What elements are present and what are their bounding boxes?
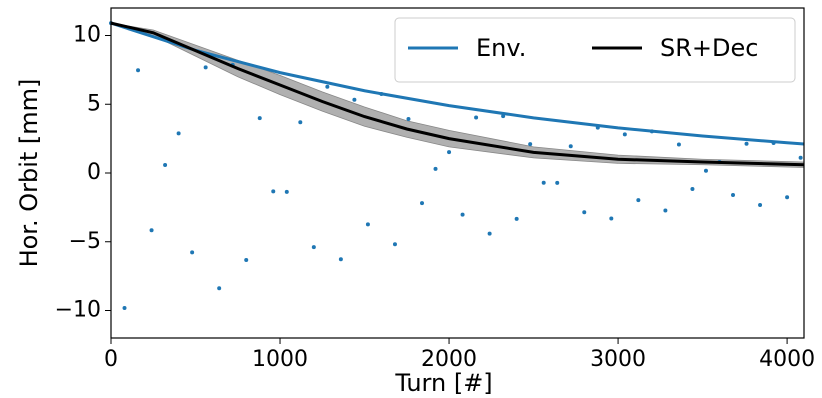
scatter-point	[352, 97, 357, 102]
scatter-point	[244, 258, 249, 263]
scatter-point	[284, 189, 289, 194]
scatter-point	[690, 186, 695, 191]
y-tick-label: 5	[87, 91, 101, 116]
scatter-point	[325, 84, 330, 89]
x-tick-label: 1000	[252, 347, 308, 372]
scatter-point	[365, 222, 370, 227]
x-tick-label: 3000	[590, 347, 646, 372]
y-tick-label: −10	[55, 298, 101, 323]
scatter-point	[528, 142, 533, 147]
scatter-point	[703, 168, 708, 173]
scatter-point	[271, 189, 276, 194]
scatter-point	[798, 155, 803, 160]
x-tick-label: 4000	[759, 347, 815, 372]
scatter-point	[636, 198, 641, 203]
scatter-point	[217, 286, 222, 291]
y-tick-label: 0	[87, 160, 101, 185]
scatter-point	[257, 116, 262, 121]
scatter-point	[203, 65, 208, 70]
legend-box	[394, 17, 796, 83]
scatter-point	[744, 141, 749, 146]
scatter-point	[406, 116, 411, 121]
scatter-point	[176, 131, 181, 136]
scatter-point	[392, 242, 397, 247]
y-axis-label: Hor. Orbit [mm]	[15, 79, 43, 268]
scatter-point	[298, 120, 303, 125]
scatter-point	[460, 212, 465, 217]
series-line	[110, 21, 805, 167]
scatter-point	[163, 163, 168, 168]
y-tick-label: 10	[73, 23, 101, 48]
scatter-point	[447, 150, 452, 155]
scatter-point	[487, 231, 492, 236]
scatter-point	[338, 257, 343, 262]
series-line	[110, 21, 805, 146]
scatter-point	[514, 216, 519, 221]
scatter-point	[609, 216, 614, 221]
scatter-point	[663, 208, 668, 213]
scatter-point	[136, 68, 141, 73]
scatter-point	[568, 144, 573, 149]
scatter-point	[731, 193, 736, 197]
scatter-point	[785, 195, 790, 200]
scatter-point	[311, 245, 316, 250]
scatter-point	[582, 210, 587, 215]
scatter-point	[122, 306, 127, 311]
scatter-point	[676, 142, 681, 147]
scatter-point	[541, 180, 546, 185]
scatter-point	[758, 203, 763, 208]
x-tick-label: 2000	[421, 347, 477, 372]
x-axis-label: Turn [#]	[394, 369, 492, 397]
legend-label: Env.	[476, 34, 526, 62]
scatter-point	[555, 180, 560, 185]
scatter-point	[474, 115, 479, 120]
scatter-point	[190, 250, 195, 255]
x-tick-label: 0	[104, 347, 118, 372]
y-tick-label: −5	[69, 229, 101, 254]
scatter-point	[433, 166, 438, 171]
scatter-point	[420, 201, 425, 206]
scatter-point	[149, 228, 154, 233]
legend-label: SR+Dec	[660, 34, 758, 62]
scatter-point	[622, 132, 627, 137]
